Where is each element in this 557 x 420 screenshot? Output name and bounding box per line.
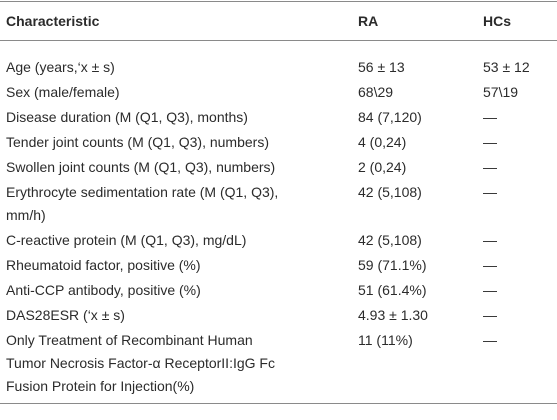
table-body: Age (years,‘x ± s) 56 ± 13 53 ± 12 Sex (mal…: [0, 41, 557, 404]
table-row: Sex (male/female) 68\29 57\19: [0, 80, 557, 105]
table-cell: —: [483, 282, 497, 298]
table-cell: 2 (0,24): [358, 159, 407, 175]
data-table: Characteristic RA HCs Age (years,‘x ± s) 56…: [0, 1, 557, 404]
table-cell: —: [483, 328, 557, 404]
header-cell: Characteristic: [0, 1, 358, 41]
cell-line: Fusion Protein for Injection(%): [6, 378, 195, 394]
table-row: Anti-CCP antibody, positive (%) 51 (61.4%…: [0, 278, 557, 303]
header-cell: HCs: [483, 1, 557, 41]
cell-line: Tumor Necrosis Factor-α ReceptorII:IgG F…: [6, 355, 275, 371]
table-cell: —: [483, 159, 497, 175]
table-row: Erythrocyte sedimentation rate (M (Q1, Q…: [0, 180, 557, 228]
table-cell: Only Treatment of Recombinant Human Tumor…: [0, 328, 358, 404]
table-header: Characteristic RA HCs: [0, 1, 557, 41]
table-cell: DAS28ESR (‘x ± s): [6, 307, 125, 323]
table-cell: —: [483, 307, 497, 323]
table-cell: 59 (71.1%): [358, 257, 427, 273]
table-cell: —: [483, 134, 497, 150]
table-cell: 53 ± 12: [483, 59, 530, 75]
table-cell: Rheumatoid factor, positive (%): [6, 257, 201, 273]
table-cell: Tender joint counts (M (Q1, Q3), numbers…: [6, 134, 269, 150]
table-row: Swollen joint counts (M (Q1, Q3), number…: [0, 155, 557, 180]
header-row: Characteristic RA HCs: [0, 1, 557, 41]
table-row: DAS28ESR (‘x ± s) 4.93 ± 1.30 —: [0, 303, 557, 328]
table-cell: —: [483, 109, 497, 125]
table-row: C-reactive protein (M (Q1, Q3), mg/dL) 42…: [0, 228, 557, 253]
table-cell: Anti-CCP antibody, positive (%): [6, 282, 201, 298]
table-row: Age (years,‘x ± s) 56 ± 13 53 ± 12: [0, 41, 557, 81]
table-cell: Age (years,‘x ± s): [6, 59, 115, 75]
table-row: Rheumatoid factor, positive (%) 59 (71.1%…: [0, 253, 557, 278]
table-cell: —: [483, 232, 497, 248]
cell-line: Only Treatment of Recombinant Human: [6, 332, 253, 348]
cell-line: Erythrocyte sedimentation rate (M (Q1, Q…: [6, 184, 279, 200]
table-cell: 4 (0,24): [358, 134, 407, 150]
table-cell: 51 (61.4%): [358, 282, 427, 298]
table-cell: 84 (7,120): [358, 109, 422, 125]
table-cell: 11 (11%): [358, 328, 483, 404]
table-cell: 4.93 ± 1.30: [358, 307, 428, 323]
table-row: Disease duration (M (Q1, Q3), months) 84 …: [0, 105, 557, 130]
table-cell: —: [483, 257, 497, 273]
table-row: Tender joint counts (M (Q1, Q3), numbers…: [0, 130, 557, 155]
table-cell: 68\29: [358, 84, 394, 100]
cell-line: mm/h): [6, 207, 46, 223]
table-cell: Disease duration (M (Q1, Q3), months): [6, 109, 248, 125]
table-cell: 42 (5,108): [358, 184, 422, 200]
table-cell: C-reactive protein (M (Q1, Q3), mg/dL): [6, 232, 247, 248]
table-cell: Swollen joint counts (M (Q1, Q3), number…: [6, 159, 276, 175]
table-cell: —: [483, 184, 497, 200]
table-cell: 42 (5,108): [358, 232, 422, 248]
table-cell: 56 ± 13: [358, 59, 405, 75]
table-cell: 57\19: [483, 84, 519, 100]
table-row: Only Treatment of Recombinant Human Tumor…: [0, 328, 557, 404]
table-cell: Erythrocyte sedimentation rate (M (Q1, Q…: [0, 180, 358, 228]
table-cell: Sex (male/female): [6, 84, 120, 100]
header-cell: RA: [358, 1, 483, 41]
